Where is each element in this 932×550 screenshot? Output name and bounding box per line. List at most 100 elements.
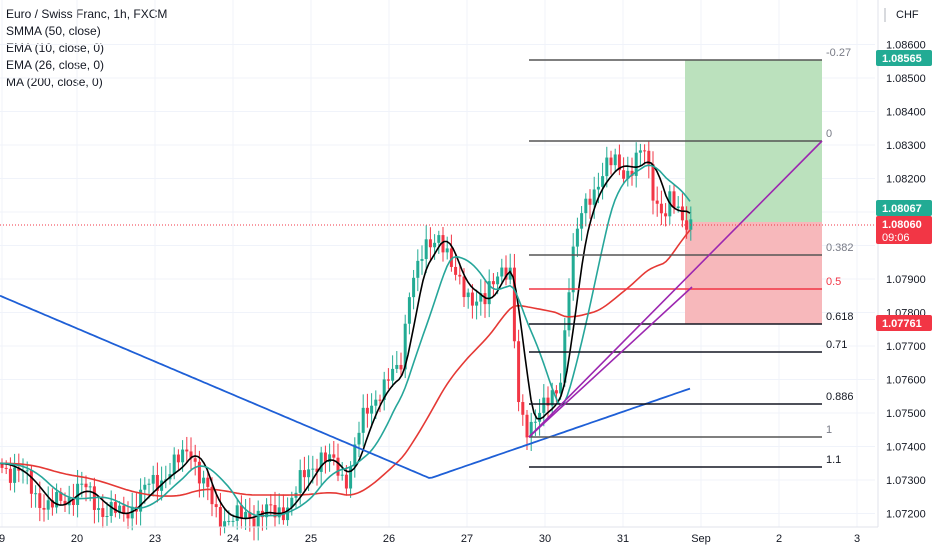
- candle-body: [496, 276, 500, 285]
- candle-body: [601, 176, 605, 187]
- candle-body: [126, 513, 130, 519]
- candle-body: [529, 421, 533, 438]
- candle-body: [676, 206, 680, 208]
- candle-body: [277, 507, 281, 518]
- price-tick-label: 1.07400: [886, 442, 926, 454]
- fib-level-label: 0.886: [826, 391, 854, 403]
- support-trend-line: [528, 286, 693, 438]
- candle-body: [672, 191, 676, 208]
- candle-body: [25, 470, 29, 472]
- candle-body: [567, 292, 571, 331]
- candle-body: [50, 500, 54, 508]
- candle-body: [319, 452, 323, 472]
- candle-body: [500, 267, 504, 277]
- indicator-ema26[interactable]: EMA (26, close, 0): [6, 58, 105, 72]
- candle-body: [265, 504, 269, 518]
- price-axis[interactable]: CHF 1.08600 1.08500 1.08400 1.08300 1.08200 1.…: [0, 0, 926, 528]
- time-tick-label: 27: [461, 533, 473, 545]
- candle-body: [525, 414, 529, 438]
- candle-body: [185, 449, 189, 452]
- fib-trend-line: [528, 140, 823, 438]
- candle-body: [97, 508, 101, 510]
- ma-200-line: [0, 294, 691, 479]
- candle-body: [416, 260, 420, 278]
- candle-body: [214, 504, 218, 508]
- price-tick-label: 1.08400: [886, 107, 926, 119]
- candle-body: [151, 474, 155, 484]
- candle-body: [290, 497, 294, 508]
- candle-body: [433, 242, 437, 248]
- candle-body: [252, 518, 256, 527]
- price-tick-label: 1.07600: [886, 375, 926, 387]
- time-axis[interactable]: 9 20 23 24 25 26 27 30 31 Sep 2 3: [0, 533, 860, 545]
- candle-body: [588, 198, 592, 205]
- candle-body: [412, 277, 416, 298]
- candle-body: [176, 454, 180, 463]
- candle-body: [521, 402, 525, 415]
- price-tick-label: 1.08500: [886, 73, 926, 85]
- candle-body: [613, 154, 617, 166]
- fib-level-label: 0.5: [826, 276, 841, 288]
- candle-body: [202, 477, 206, 484]
- candle-body: [584, 198, 588, 214]
- candle-body: [248, 511, 252, 519]
- position-zones[interactable]: [685, 60, 822, 324]
- price-tag-label: 1.08565: [882, 53, 922, 65]
- candle-body: [4, 467, 8, 469]
- candle-body: [172, 454, 176, 475]
- candle-body: [311, 468, 315, 470]
- price-tick-label: 1.08600: [886, 40, 926, 52]
- candle-body: [239, 505, 243, 518]
- candle-body: [475, 301, 479, 306]
- moving-averages: [0, 161, 691, 520]
- candle-body: [361, 407, 365, 433]
- candle-body: [382, 379, 386, 400]
- time-tick-label: Sep: [691, 533, 711, 545]
- fib-level-label: 1.1: [826, 454, 841, 466]
- candle-body: [55, 492, 59, 508]
- candle-body: [42, 507, 46, 510]
- candle-body: [638, 150, 642, 153]
- candle-body: [269, 504, 273, 506]
- candle-body: [34, 493, 38, 495]
- candle-body: [445, 248, 449, 253]
- fib-level-label: 0.618: [826, 311, 854, 323]
- candle-body: [386, 379, 390, 381]
- candle-body: [664, 213, 668, 217]
- price-tick-label: 1.07900: [886, 274, 926, 286]
- candle-body: [0, 463, 4, 468]
- price-tag: [876, 315, 932, 331]
- candle-body: [88, 486, 92, 488]
- candle-body: [218, 507, 222, 528]
- price-tag-countdown: 09:06: [882, 232, 910, 244]
- candle-body: [609, 157, 613, 166]
- candle-body: [101, 508, 105, 517]
- price-tag: [876, 200, 932, 216]
- candle-body: [437, 235, 441, 243]
- symbol-title[interactable]: Euro / Swiss Franc, 1h, FXCM: [6, 7, 168, 21]
- candle-body: [559, 382, 563, 394]
- candle-body: [517, 341, 521, 403]
- candle-body: [332, 454, 336, 458]
- candle-body: [143, 484, 147, 490]
- candle-body: [227, 520, 231, 522]
- candle-body: [487, 281, 491, 305]
- price-tick-label: 1.08200: [886, 174, 926, 186]
- trend-lines[interactable]: [0, 140, 875, 438]
- time-tick-label: 9: [0, 533, 5, 545]
- candle-body: [118, 505, 122, 513]
- candle-body: [336, 457, 340, 476]
- candle-body: [441, 235, 445, 253]
- candle-body: [181, 449, 185, 463]
- candle-body: [458, 274, 462, 277]
- fib-level-label: -0.27: [826, 47, 851, 59]
- fib-level-label: 0: [826, 128, 832, 140]
- candle-body: [76, 483, 80, 506]
- candle-body: [580, 213, 584, 229]
- candle-body: [13, 467, 17, 483]
- time-tick-label: 2: [776, 533, 782, 545]
- time-tick-label: 30: [539, 533, 551, 545]
- candle-body: [622, 170, 626, 179]
